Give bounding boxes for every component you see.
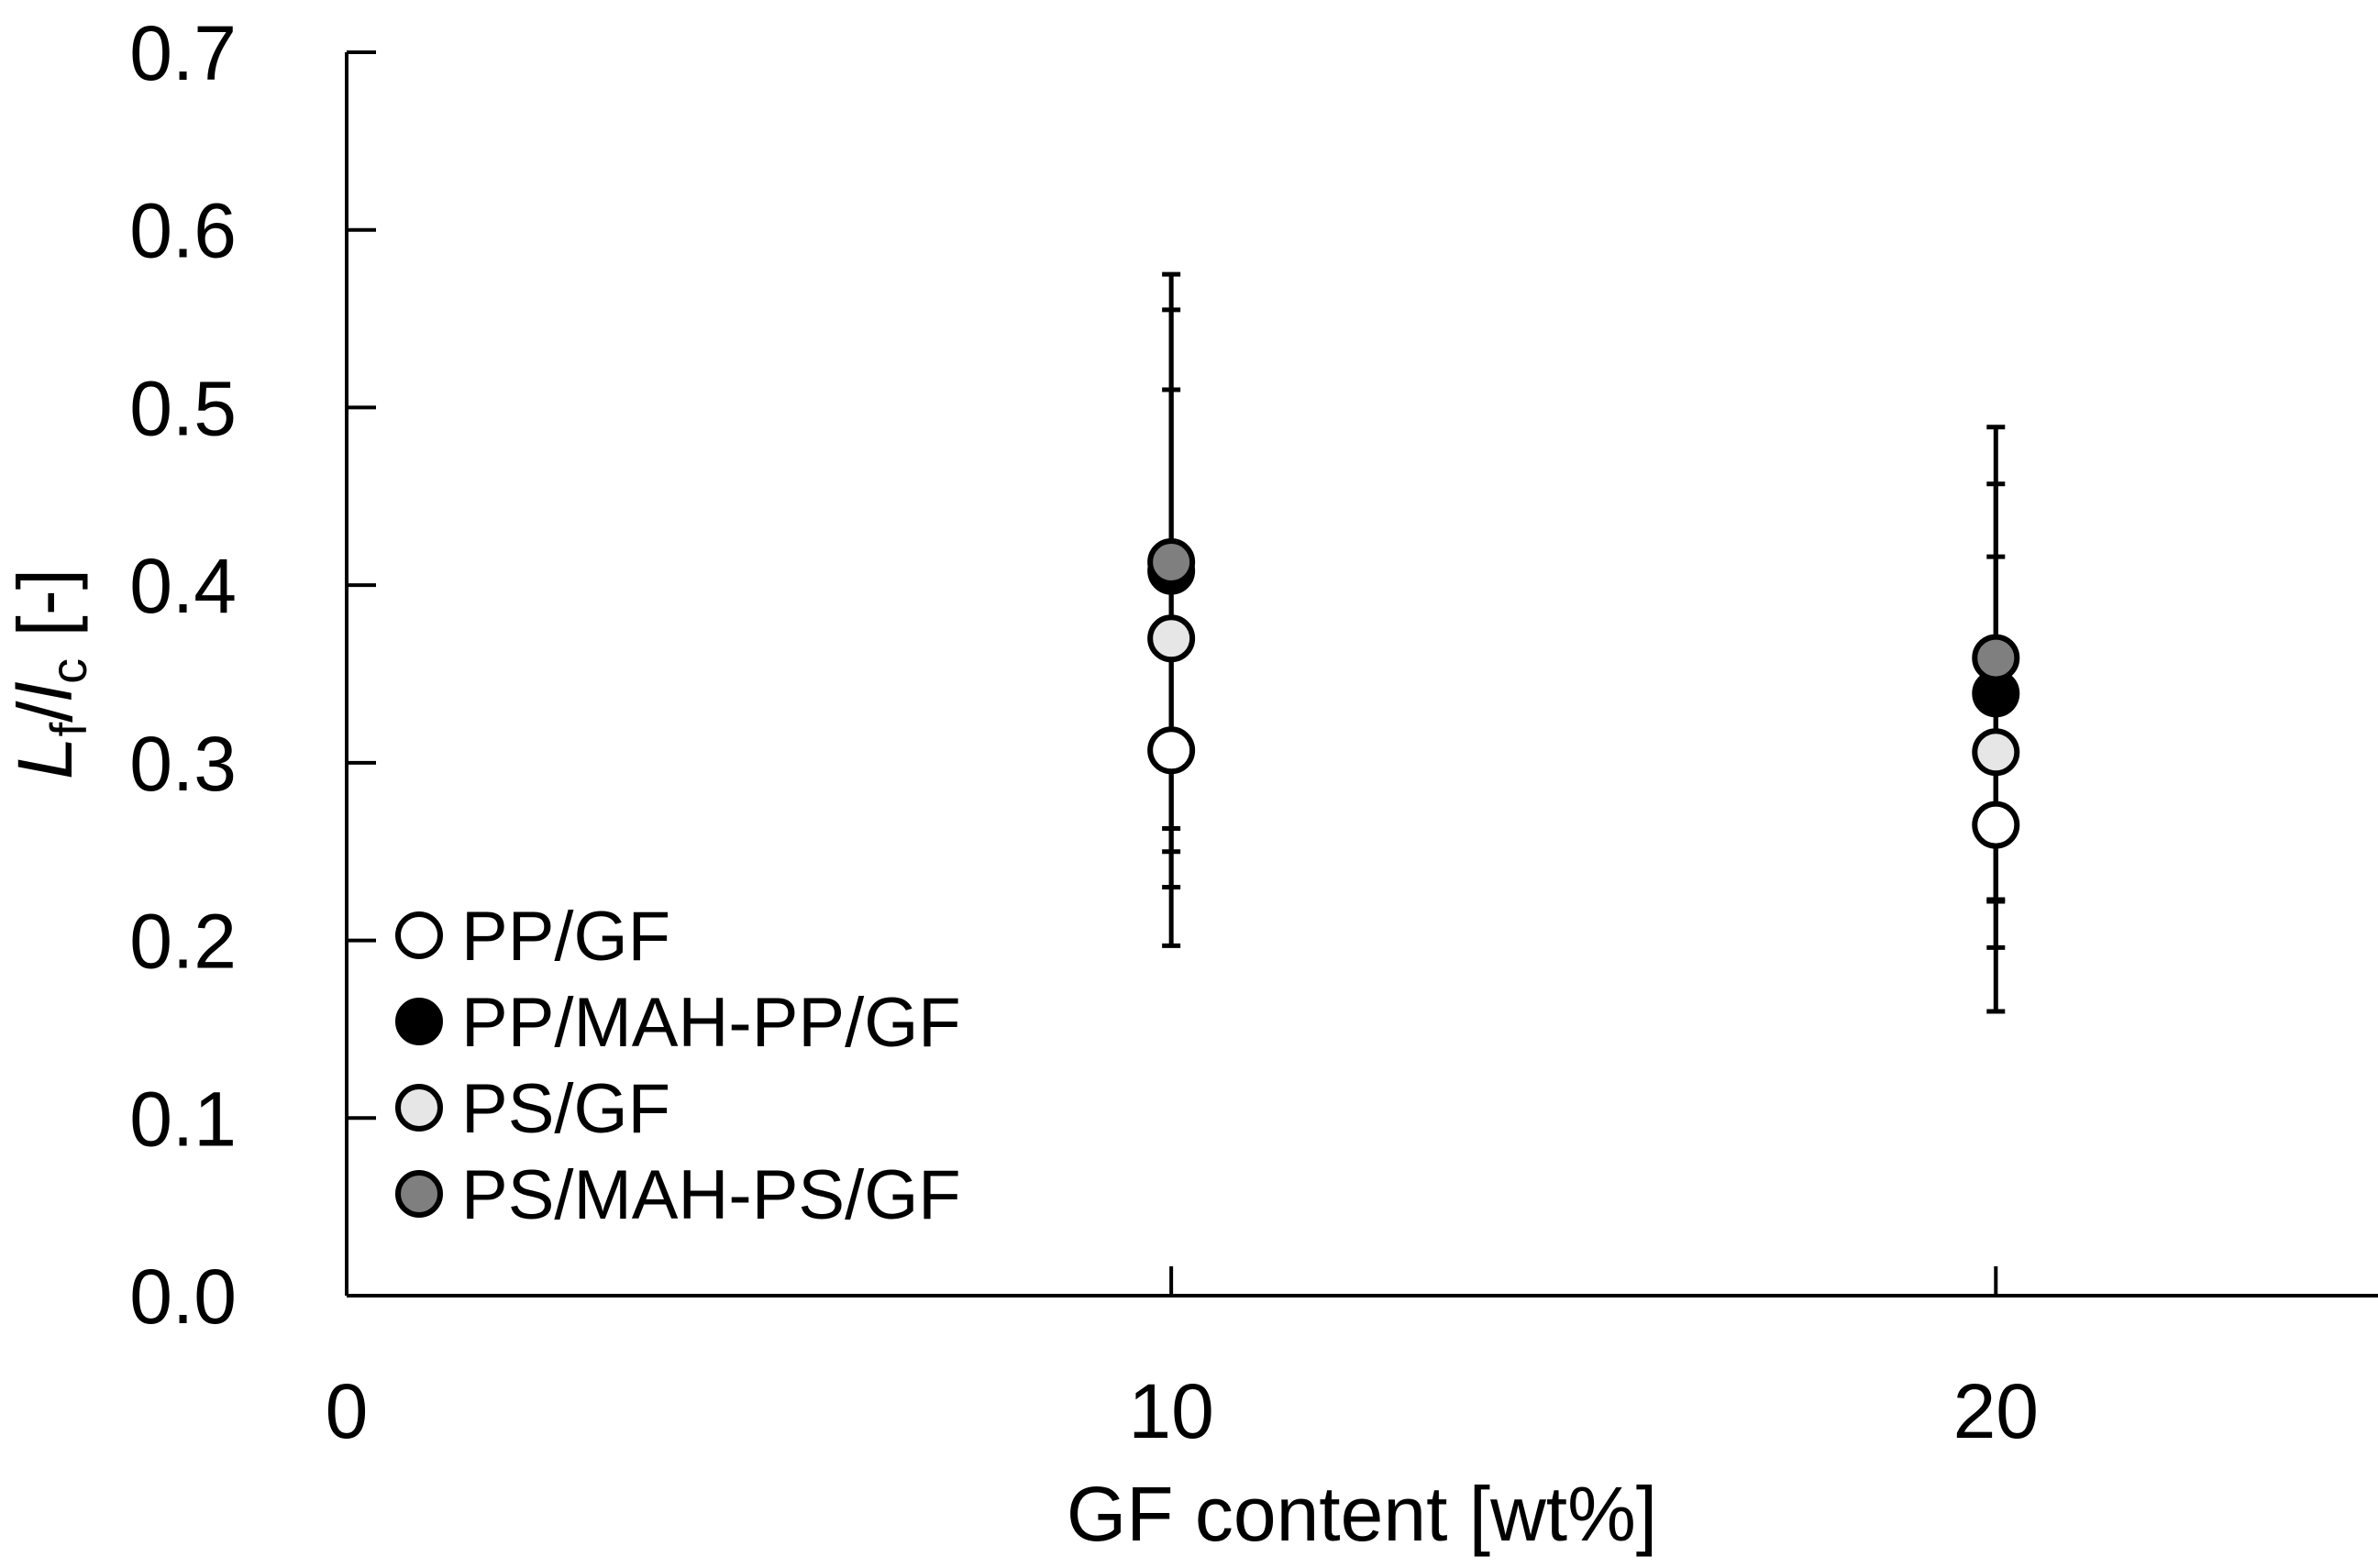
data-point	[1972, 728, 2020, 777]
legend-label: PP/GF	[461, 898, 670, 976]
data-point	[1972, 801, 2020, 849]
legend-marker	[395, 911, 443, 959]
legend-label: PP/MAH-PP/GF	[461, 984, 961, 1062]
data-point	[1147, 614, 1196, 663]
data-point	[1147, 726, 1196, 775]
legend-label: PS/GF	[461, 1070, 670, 1148]
x-ticks: 0102030	[326, 1266, 2039, 1454]
y-tick-label: 0.7	[129, 10, 237, 96]
axes	[345, 52, 2378, 1297]
x-tick-label: 10	[1128, 1368, 1213, 1454]
x-tick-label: 20	[1953, 1368, 2039, 1454]
y-tick-label: 0.1	[129, 1076, 237, 1162]
y-ticks: 0.0 0.1 0.2 0.3 0.4 0.5 0.6 0.7	[129, 10, 376, 1340]
legend-marker	[395, 1084, 443, 1132]
data-point	[1972, 634, 2020, 682]
y-tick-label: 0.4	[129, 543, 237, 629]
x-axis-label: GF content [wt%]	[1067, 1471, 1657, 1557]
data-point	[1147, 537, 1196, 586]
legend-label: PS/MAH-PS/GF	[461, 1156, 961, 1234]
y-tick-label: 0.6	[129, 188, 237, 274]
y-axis-label: Lf/lc [-]	[2, 569, 97, 779]
y-tick-label: 0.2	[129, 899, 237, 985]
error-bars	[1162, 271, 2006, 1014]
y-tick-label: 0.5	[129, 365, 237, 451]
x-tick-label: 0	[326, 1368, 369, 1454]
legend: PP/GF PP/MAH-PP/GF PS/GF PS/MAH-PS/GF	[395, 898, 961, 1234]
y-tick-label: 0.3	[129, 721, 237, 807]
legend-marker	[395, 998, 443, 1045]
data-points	[1147, 537, 2020, 849]
y-tick-label: 0.0	[129, 1253, 237, 1340]
legend-marker	[395, 1170, 443, 1218]
